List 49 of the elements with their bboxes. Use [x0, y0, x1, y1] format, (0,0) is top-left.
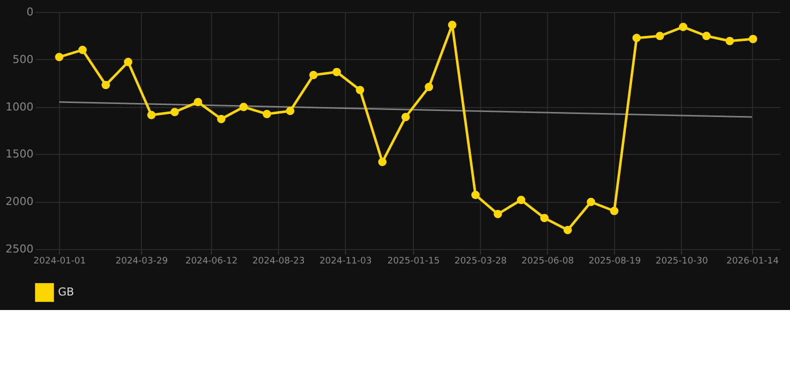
point: [356, 86, 364, 94]
point: [194, 98, 202, 106]
point: [102, 80, 110, 90]
x-tick-label: 2026-01-14: [726, 256, 779, 266]
point: [78, 46, 87, 54]
y-tick-label: 2000: [6, 195, 34, 208]
point: [55, 52, 64, 62]
y-tick-label: 500: [12, 52, 34, 66]
point: [702, 32, 711, 40]
point: [471, 190, 480, 200]
x-tick-label: 2025-08-19: [588, 256, 642, 266]
point: [726, 36, 734, 46]
y-tick-label: 1500: [6, 148, 34, 161]
point: [309, 70, 318, 80]
point: [378, 158, 387, 166]
point: [170, 108, 179, 116]
y-tick-label: 1000: [6, 100, 34, 114]
x-tick-label: 2024-06-12: [185, 256, 238, 266]
point: [632, 34, 641, 42]
point: [401, 112, 410, 122]
point: [748, 34, 758, 44]
x-tick-label: 2025-03-28: [454, 256, 508, 266]
y-tick-label: 2500: [6, 242, 34, 256]
point: [516, 196, 526, 204]
point: [494, 210, 502, 218]
point: [586, 198, 596, 206]
x-tick-label: 2024-03-29: [116, 256, 168, 266]
point: [656, 32, 664, 40]
point: [124, 58, 132, 66]
point: [262, 110, 272, 118]
point: [424, 82, 434, 92]
point: [239, 102, 248, 112]
point: [678, 22, 688, 32]
point: [286, 106, 294, 116]
point: [217, 114, 226, 124]
point: [563, 226, 572, 234]
x-tick-label: 2024-08-23: [252, 256, 305, 266]
point: [610, 206, 618, 216]
x-tick-label: 2025-06-08: [522, 256, 574, 266]
x-tick-label: 2024-01-01: [34, 256, 86, 266]
point: [448, 20, 456, 30]
point: [540, 214, 549, 222]
point: [332, 68, 341, 76]
point: [147, 110, 156, 120]
x-tick-label: 2024-11-03: [319, 256, 372, 266]
y-tick-label: 0: [26, 6, 34, 18]
x-tick-label: 2025-01-15: [387, 256, 440, 266]
legend-label: GB: [58, 286, 74, 298]
x-tick-label: 2025-10-30: [656, 256, 708, 266]
